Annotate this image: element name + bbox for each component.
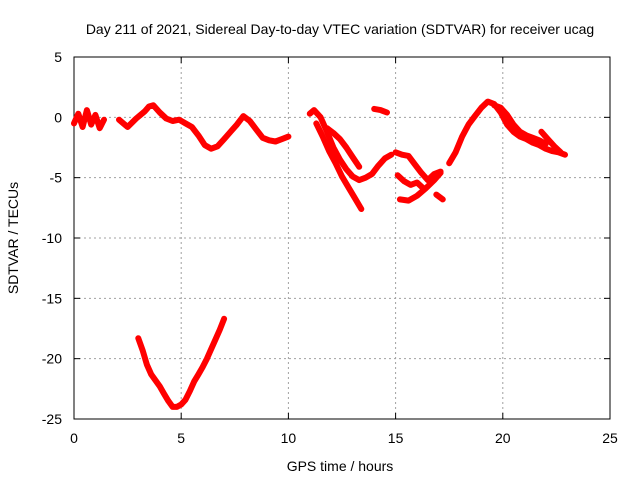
series-arc-9	[396, 169, 444, 204]
y-tick-label: 0	[54, 109, 62, 125]
x-tick-label: 0	[70, 430, 78, 446]
y-tick-label: -10	[42, 230, 62, 246]
series-arc-4	[313, 120, 365, 212]
axis-ticks: 0 5 10 15 20 25 5 0 -5 -10 -15 -20 -25	[42, 49, 618, 446]
series-arc-2	[116, 102, 292, 152]
series-arc-1	[71, 107, 107, 132]
y-tick-label: -25	[42, 411, 62, 427]
series-arc-3	[306, 107, 395, 184]
x-tick-label: 10	[281, 430, 297, 446]
series-arc-7	[392, 149, 444, 184]
x-axis-label: GPS time / hours	[287, 458, 394, 474]
y-tick-label: -20	[42, 351, 62, 367]
y-tick-label: -5	[50, 170, 63, 186]
series-arc-8	[394, 172, 427, 192]
y-tick-label: -15	[42, 290, 62, 306]
series-arc-10	[433, 191, 446, 203]
series-arc-5	[324, 125, 363, 170]
x-tick-label: 20	[495, 430, 511, 446]
y-axis-label: SDTVAR / TECUs	[5, 182, 21, 294]
series-arc-11	[446, 98, 568, 167]
grid-lines	[74, 57, 610, 419]
series-arc-6	[371, 105, 390, 116]
series-arc-12	[491, 102, 549, 147]
y-tick-label: 5	[54, 49, 62, 65]
series-arc-14	[135, 315, 228, 410]
series-arc-13	[538, 128, 564, 156]
x-tick-label: 25	[602, 430, 618, 446]
x-tick-label: 15	[388, 430, 404, 446]
x-tick-label: 5	[177, 430, 185, 446]
data-series	[71, 98, 568, 410]
chart-title: Day 211 of 2021, Sidereal Day-to-day VTE…	[86, 21, 594, 37]
